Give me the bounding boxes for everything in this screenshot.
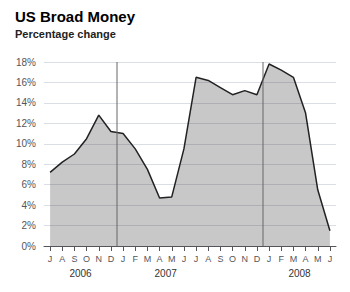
svg-text:O: O bbox=[83, 254, 90, 264]
svg-text:M: M bbox=[168, 254, 176, 264]
svg-text:2%: 2% bbox=[22, 220, 37, 231]
svg-text:12%: 12% bbox=[16, 118, 36, 129]
svg-text:J: J bbox=[267, 254, 272, 264]
svg-text:8%: 8% bbox=[22, 159, 37, 170]
svg-text:O: O bbox=[229, 254, 236, 264]
svg-text:10%: 10% bbox=[16, 138, 36, 149]
svg-text:J: J bbox=[182, 254, 187, 264]
svg-text:J: J bbox=[194, 254, 199, 264]
svg-text:2008: 2008 bbox=[288, 268, 311, 279]
svg-text:US Broad Money: US Broad Money bbox=[15, 8, 136, 25]
svg-text:A: A bbox=[303, 254, 309, 264]
svg-text:F: F bbox=[133, 254, 139, 264]
svg-text:N: N bbox=[96, 254, 103, 264]
svg-text:J: J bbox=[48, 254, 53, 264]
svg-text:2006: 2006 bbox=[69, 268, 92, 279]
svg-text:6%: 6% bbox=[22, 179, 37, 190]
svg-text:D: D bbox=[254, 254, 261, 264]
svg-text:18%: 18% bbox=[16, 57, 36, 68]
svg-text:M: M bbox=[290, 254, 298, 264]
svg-text:D: D bbox=[108, 254, 115, 264]
svg-text:N: N bbox=[242, 254, 249, 264]
svg-text:2007: 2007 bbox=[155, 268, 178, 279]
svg-text:J: J bbox=[328, 254, 333, 264]
svg-text:16%: 16% bbox=[16, 77, 36, 88]
svg-text:S: S bbox=[217, 254, 223, 264]
svg-text:0%: 0% bbox=[22, 241, 37, 252]
svg-text:A: A bbox=[205, 254, 211, 264]
svg-text:J: J bbox=[121, 254, 126, 264]
svg-text:4%: 4% bbox=[22, 200, 37, 211]
svg-text:F: F bbox=[279, 254, 285, 264]
svg-text:S: S bbox=[71, 254, 77, 264]
svg-text:A: A bbox=[157, 254, 163, 264]
svg-text:Percentage change: Percentage change bbox=[15, 28, 116, 40]
svg-text:M: M bbox=[314, 254, 322, 264]
svg-text:14%: 14% bbox=[16, 97, 36, 108]
svg-text:A: A bbox=[59, 254, 65, 264]
svg-text:M: M bbox=[144, 254, 152, 264]
